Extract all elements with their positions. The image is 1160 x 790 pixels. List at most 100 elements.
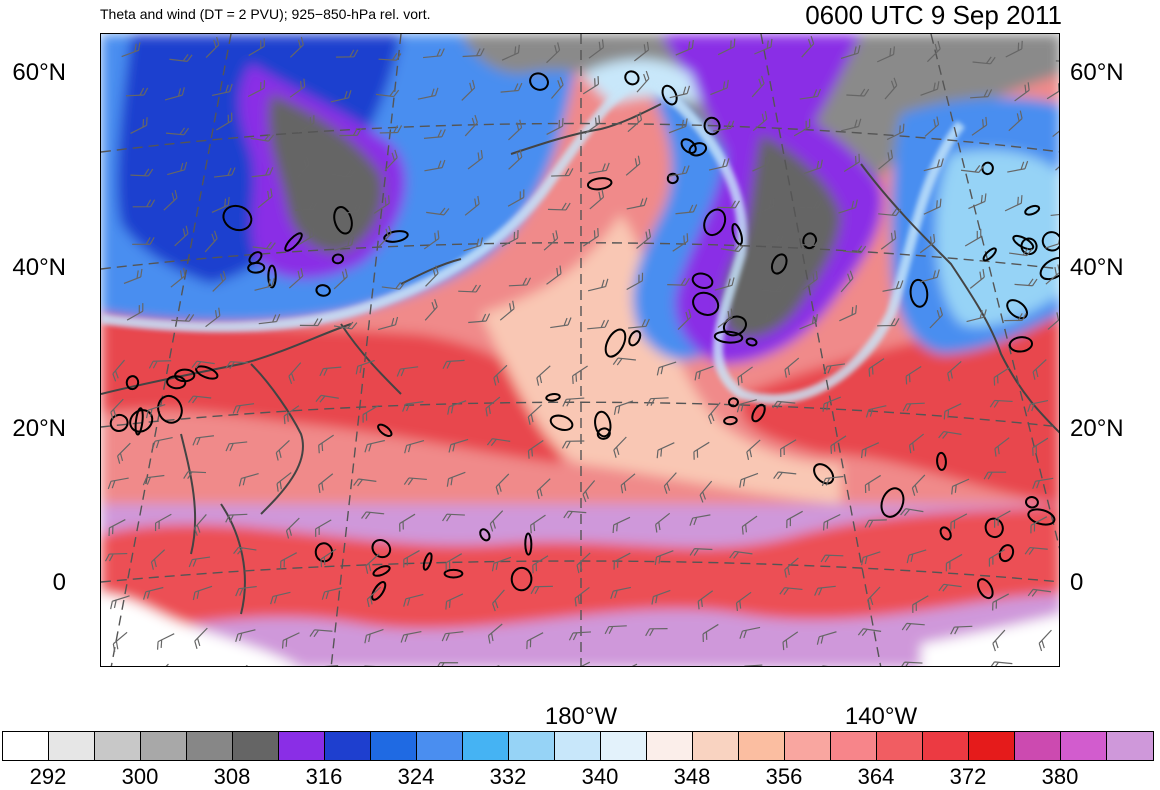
chart-title: Theta and wind (DT = 2 PVU); 925−850-hPa… — [100, 6, 431, 22]
wind-barb — [964, 228, 982, 247]
wind-barb — [536, 478, 551, 500]
vorticity-contour — [594, 410, 612, 438]
wind-barb — [142, 474, 165, 486]
wind-barb — [252, 241, 276, 250]
vorticity-contour — [713, 330, 744, 344]
wind-barb — [752, 312, 773, 327]
wind-barb — [107, 477, 129, 490]
vorticity-contour — [813, 463, 835, 485]
wind-barb — [315, 394, 339, 403]
wind-barb — [636, 228, 652, 249]
vorticity-contour — [680, 138, 697, 154]
wind-barb — [169, 54, 193, 62]
wind-barb — [729, 550, 753, 559]
colorbar-tick-label: 364 — [857, 764, 895, 789]
wind-barb — [882, 280, 904, 292]
wind-barb — [547, 202, 571, 211]
wind-barb — [861, 442, 880, 459]
wind-barb — [582, 480, 596, 503]
wind-barb — [1004, 313, 1027, 322]
colorbar-swatch — [877, 732, 923, 760]
wind-barb — [620, 473, 636, 494]
wind-barb — [1030, 516, 1048, 534]
wind-barb — [886, 123, 905, 141]
wind-barb — [495, 473, 510, 495]
wind-barb — [843, 245, 867, 254]
colorbar-tick-label: 300 — [121, 764, 159, 789]
wind-barb — [104, 552, 128, 562]
wind-barb — [188, 556, 211, 568]
wind-barb — [192, 585, 213, 601]
wind-barb — [167, 161, 188, 176]
wind-barb — [442, 513, 465, 522]
wind-barb — [612, 516, 631, 534]
lat-label-right: 60°N — [1070, 59, 1124, 86]
wind-barb — [989, 661, 1013, 666]
wind-barb — [568, 631, 591, 641]
equatorial-red-band — [101, 504, 1059, 634]
wind-barb — [920, 81, 940, 96]
colorbar-swatch — [601, 732, 647, 760]
wind-barb — [784, 357, 800, 378]
colorbar-swatch — [95, 732, 141, 760]
wind-barb — [362, 404, 379, 423]
colorbar-swatch — [555, 732, 601, 760]
wind-barb — [378, 52, 402, 61]
wind-barb — [672, 233, 689, 252]
lat-label-right: 20°N — [1070, 415, 1124, 442]
wind-barb — [501, 44, 520, 61]
wind-barb — [735, 591, 752, 611]
wind-barb — [493, 364, 508, 386]
wind-barb — [423, 129, 446, 139]
wind-barb — [288, 362, 302, 384]
wind-barb — [572, 661, 591, 666]
wind-barb — [628, 318, 650, 329]
wind-barb — [536, 365, 551, 386]
wind-barb — [972, 56, 996, 65]
wind-barb — [491, 556, 512, 572]
colorbar-swatch — [187, 732, 233, 760]
wind-barb — [694, 365, 714, 381]
wind-barb — [839, 305, 857, 322]
wind-barb — [238, 472, 259, 487]
wind-barb — [373, 195, 390, 214]
wind-barb — [270, 591, 291, 605]
wind-barb — [561, 440, 585, 449]
colorbar-tick-label: 316 — [305, 764, 343, 789]
wind-barb — [950, 513, 968, 531]
wind-barb — [988, 548, 1006, 567]
wind-barb — [543, 230, 559, 251]
wind-barb — [275, 439, 290, 461]
wind-barb — [911, 474, 926, 496]
colorbar-swatch — [417, 732, 463, 760]
wind-barb — [878, 149, 894, 170]
wind-barb — [396, 366, 419, 377]
vorticity-contour — [692, 291, 720, 316]
wind-barb — [645, 628, 668, 637]
wind-barb — [1038, 629, 1052, 652]
colorbar-swatch — [463, 732, 509, 760]
wind-barb — [257, 188, 273, 209]
vorticity-contours — [109, 70, 1059, 601]
vorticity-contour — [703, 208, 727, 237]
wind-barb — [289, 36, 304, 58]
wind-barb — [563, 510, 587, 519]
wind-barb — [225, 441, 248, 452]
wind-barb — [315, 519, 332, 537]
vorticity-contour — [222, 204, 253, 232]
wind-barb — [156, 633, 175, 650]
wind-barb — [417, 87, 439, 100]
colorbar-tick-label: 332 — [489, 764, 527, 789]
wind-barb — [204, 230, 218, 253]
wind-barb — [1047, 309, 1059, 330]
wind-barb — [276, 472, 292, 492]
wind-barb — [613, 436, 627, 458]
wind-barb — [426, 207, 450, 216]
colorbar-tick-label: 340 — [581, 764, 619, 789]
wind-barb — [321, 587, 343, 600]
wind-barb — [1032, 437, 1049, 456]
wind-barb — [923, 158, 944, 172]
colorbar-swatch — [647, 732, 693, 760]
wind-barb — [779, 587, 803, 596]
southern-white-gaps — [101, 594, 1059, 666]
